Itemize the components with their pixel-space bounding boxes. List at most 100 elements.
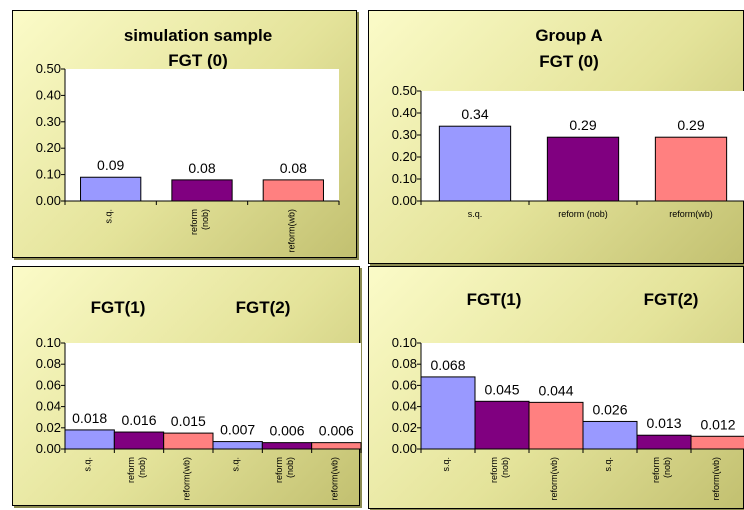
chart-panel-group-a: Group A FGT (0) 0.00 0.10 0.20 0.30 0.40 0.50 0.… — [368, 10, 744, 264]
bar — [438, 125, 512, 202]
category-label-line: reform(wb) — [181, 457, 191, 501]
chart-panel-fgt-group-a: FGT(1) FGT(2) 0.00 0.02 0.04 0.06 0.08 0.10 0.06… — [368, 266, 744, 509]
category-label: reform(wb) — [711, 457, 721, 501]
y-tick-label: 0.04 — [392, 399, 417, 414]
bar — [64, 429, 115, 450]
y-tick-label: 0.20 — [392, 149, 417, 164]
category-label-line: reform(wb) — [329, 457, 339, 501]
category-label-line: reform — [126, 457, 136, 483]
category-label-line: reform — [189, 209, 199, 235]
bar — [113, 431, 165, 450]
bar — [262, 179, 324, 202]
chart-svg-group-a: Group A FGT (0) 0.00 0.10 0.20 0.30 0.40 0.50 0.… — [392, 26, 744, 219]
y-tick-label: 0.02 — [36, 420, 61, 435]
y-tick-label: 0.10 — [36, 335, 61, 350]
data-label: 0.044 — [538, 382, 573, 398]
chart-svg-simulation-sample: simulation sample FGT (0) 0.00 0.10 0.20 0.30… — [36, 26, 340, 253]
category-label-line: s.q. — [441, 457, 451, 472]
category-label: reform (nob) — [126, 457, 147, 483]
y-tick-label: 0.10 — [392, 335, 417, 350]
group-title: FGT(1) — [467, 290, 522, 309]
bar — [212, 441, 263, 450]
bar — [528, 401, 584, 450]
bar — [654, 136, 728, 202]
data-label: 0.012 — [700, 416, 735, 432]
y-tick-label: 0.50 — [392, 83, 417, 98]
category-label-line: (nob) — [500, 457, 510, 478]
category-label: s.q. — [441, 457, 451, 472]
bar — [690, 435, 744, 450]
chart-panel-simulation-sample: simulation sample FGT (0) 0.00 0.10 0.20 0.30… — [12, 10, 357, 258]
bar — [311, 442, 362, 450]
category-label: s.q. — [231, 457, 241, 472]
data-label: 0.006 — [269, 423, 304, 439]
bar — [420, 376, 476, 450]
category-label: reform(wb) — [181, 457, 191, 501]
chart-subtitle: FGT (0) — [539, 52, 599, 71]
category-label-line: (nob) — [137, 457, 147, 478]
y-tick-label: 0.08 — [392, 356, 417, 371]
data-label: 0.016 — [121, 412, 156, 428]
bar — [582, 420, 638, 450]
bar — [171, 179, 233, 202]
category-label: reform (nob) — [189, 209, 210, 235]
category-label-line: reform — [274, 457, 284, 483]
data-label: 0.015 — [171, 413, 206, 429]
y-tick-label: 0.06 — [392, 377, 417, 392]
bar — [80, 176, 142, 202]
category-label: reform(wb) — [329, 457, 339, 501]
bar — [474, 400, 530, 450]
y-tick-label: 0.00 — [36, 441, 61, 456]
y-tick-label: 0.30 — [392, 127, 417, 142]
category-label-line: (nob) — [662, 457, 672, 478]
chart-title: simulation sample — [124, 26, 272, 45]
category-label: s.q. — [104, 209, 114, 224]
category-label: reform(wb) — [286, 209, 296, 253]
bar — [636, 434, 692, 450]
category-label-line: (nob) — [285, 457, 295, 478]
category-label-line: s.q. — [603, 457, 613, 472]
y-tick-label: 0.50 — [36, 61, 61, 76]
category-label-line: reform — [489, 457, 499, 483]
y-tick-label: 0.10 — [36, 167, 61, 182]
category-label: s.q. — [603, 457, 613, 472]
bar — [163, 432, 214, 450]
category-label-line: reform(wb) — [286, 209, 296, 253]
chart-svg-fgt-sim: FGT(1) FGT(2) 0.00 0.02 0.04 0.06 0.08 0.10 0.01… — [36, 298, 362, 501]
category-label-line: reform(wb) — [711, 457, 721, 501]
chart-title: Group A — [535, 26, 602, 45]
category-label: reform (nob) — [489, 457, 510, 483]
y-tick-label: 0.00 — [36, 193, 61, 208]
category-label: reform(wb) — [549, 457, 559, 501]
y-tick-label: 0.04 — [36, 399, 61, 414]
category-label-line: reform — [651, 457, 661, 483]
data-label: 0.34 — [461, 106, 488, 122]
category-label-line: s.q. — [104, 209, 114, 224]
y-tick-label: 0.10 — [392, 171, 417, 186]
bar — [546, 136, 620, 202]
data-label: 0.013 — [646, 415, 681, 431]
y-tick-label: 0.40 — [392, 105, 417, 120]
y-tick-label: 0.40 — [36, 87, 61, 102]
data-label: 0.068 — [430, 357, 465, 373]
data-label: 0.018 — [72, 410, 107, 426]
bar — [261, 442, 313, 450]
category-label: reform (nob) — [558, 209, 608, 219]
category-label-line: s.q. — [83, 457, 93, 472]
y-tick-label: 0.00 — [392, 441, 417, 456]
data-label: 0.09 — [97, 157, 124, 173]
category-label: s.q. — [468, 209, 483, 219]
y-tick-label: 0.08 — [36, 356, 61, 371]
group-title: FGT(1) — [91, 298, 146, 317]
y-tick-label: 0.00 — [392, 193, 417, 208]
chart-panel-fgt-sim: FGT(1) FGT(2) 0.00 0.02 0.04 0.06 0.08 0.10 0.01… — [12, 266, 362, 506]
category-label: reform (nob) — [651, 457, 672, 483]
category-label: reform(wb) — [669, 209, 713, 219]
group-title: FGT(2) — [236, 298, 291, 317]
category-label: s.q. — [83, 457, 93, 472]
y-tick-label: 0.30 — [36, 114, 61, 129]
data-label: 0.08 — [188, 160, 215, 176]
category-label: reform (nob) — [274, 457, 295, 483]
data-label: 0.29 — [569, 117, 596, 133]
chart-svg-fgt-group-a: FGT(1) FGT(2) 0.00 0.02 0.04 0.06 0.08 0.10 0.06… — [392, 290, 744, 501]
